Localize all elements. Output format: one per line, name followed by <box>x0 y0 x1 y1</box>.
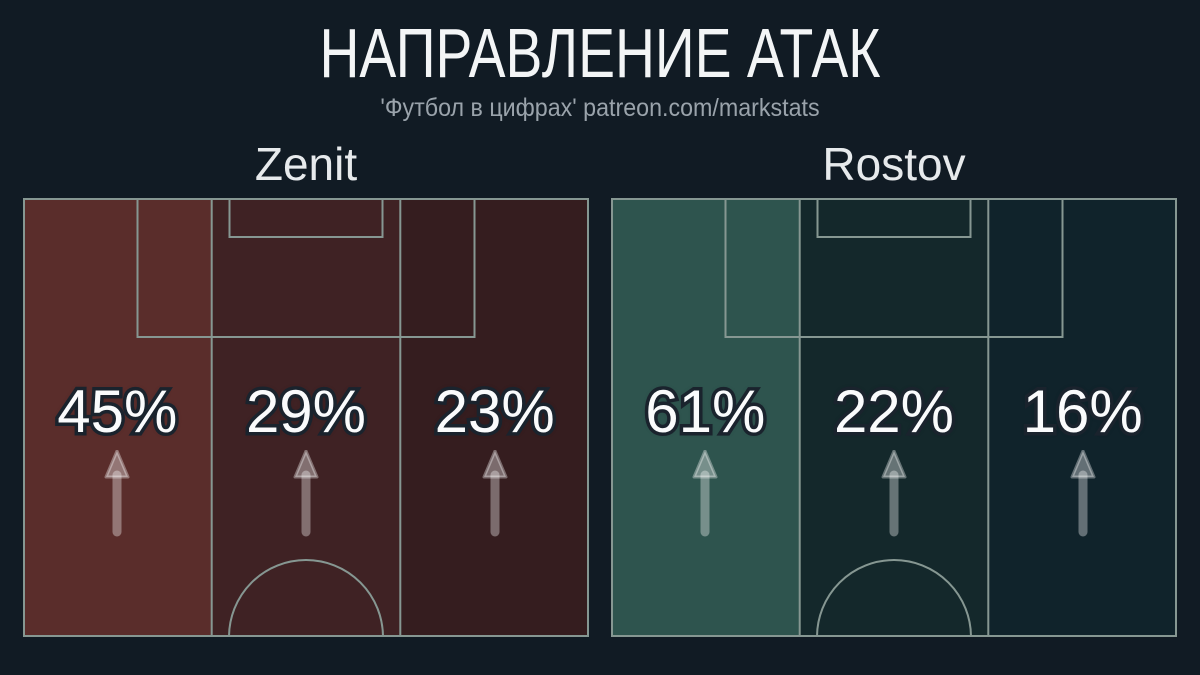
team-label-zenit: Zenit <box>254 138 358 190</box>
team-label-rostov: Rostov <box>822 138 966 190</box>
pitch-zenit: 45% 45% 29% 29% <box>23 198 589 637</box>
goal-box-line <box>816 198 972 238</box>
zone-right-fill <box>400 198 589 637</box>
zone-right-fill <box>988 198 1177 637</box>
zone-center-fill <box>799 198 989 637</box>
pitch-border <box>23 198 589 637</box>
page-title: НАПРАВЛЕНИЕ АТАК <box>319 14 881 92</box>
goal-box-line <box>228 198 384 238</box>
center-circle-arc <box>228 559 384 637</box>
page-subtitle: 'Футбол в цифрах' patreon.com/markstats <box>380 94 820 122</box>
penalty-box-line <box>724 198 1064 338</box>
penalty-box-line <box>136 198 476 338</box>
pitch-markings <box>611 198 1177 637</box>
pitch-border <box>611 198 1177 637</box>
zone-center-fill <box>211 198 401 637</box>
pitch-markings <box>23 198 589 637</box>
zone-left-fill <box>23 198 212 637</box>
center-circle-arc <box>816 559 972 637</box>
zone-left-fill <box>611 198 800 637</box>
pitch-rostov: 61% 61% 22% 22% <box>611 198 1177 637</box>
